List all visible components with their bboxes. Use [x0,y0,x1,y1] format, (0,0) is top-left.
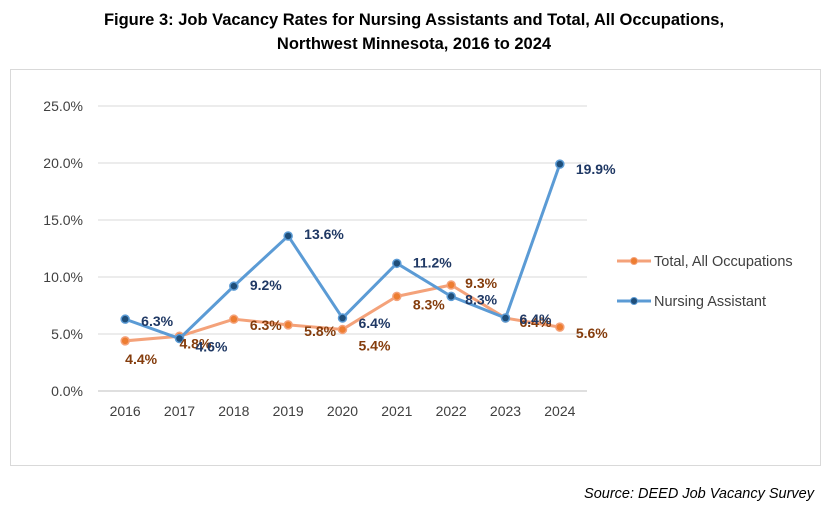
y-tick-label: 20.0% [43,155,83,171]
data-label: 5.8% [304,323,336,339]
figure-title-line-2: Northwest Minnesota, 2016 to 2024 [276,35,552,53]
data-label: 4.8% [180,335,212,351]
series-group [120,159,565,346]
data-point [392,291,402,302]
x-tick-label: 2021 [381,403,412,419]
gridlines [98,105,587,392]
x-tick-label: 2016 [110,403,141,419]
x-tick-label: 2019 [273,403,304,419]
data-label: 6.4% [359,315,391,331]
data-point [446,280,456,290]
legend-label: Nursing Assistant [654,294,766,310]
data-point [555,322,565,332]
y-tick-label: 5.0% [51,326,83,342]
y-tick-label: 10.0% [43,269,83,285]
data-label: 6.4% [520,311,552,327]
data-label: 8.3% [465,291,497,307]
data-label: 6.3% [250,317,282,333]
series-line [123,162,562,341]
data-label: 9.3% [465,275,497,291]
data-label: 4.6% [196,339,228,355]
legend-item: Nursing Assistant [617,294,766,310]
legend-swatch-marker [630,257,638,265]
data-label: 9.2% [250,277,282,293]
data-point [446,291,456,302]
x-tick-label: 2017 [164,403,195,419]
data-point [174,333,185,344]
x-tick-label: 2018 [218,403,249,419]
data-label: 19.9% [576,161,616,177]
y-axis-ticks: 0.0% 5.0% 10.0% 15.0% 20.0% 25.0% [43,98,83,399]
data-label: 4.4% [125,351,157,367]
legend-item: Total, All Occupations [617,254,793,270]
figure-title-line-1: Figure 3: Job Vacancy Rates for Nursing … [103,11,725,29]
x-tick-label: 2023 [490,403,521,419]
data-label: 6.3% [141,313,173,329]
data-label: 8.3% [413,296,445,312]
x-tick-label: 2020 [327,403,358,419]
legend-label: Total, All Occupations [654,254,793,270]
data-point [120,314,130,324]
legend: Total, All Occupations Nursing Assistant [617,254,793,310]
data-label: 11.2% [413,254,452,270]
data-point [392,258,402,269]
legend-swatch-marker [630,297,638,305]
data-labels-group: 4.4%4.8%6.3% 5.8%5.4%8.3%9.3%6.4%5.6%6.3%… [125,161,616,367]
data-label: 6.4% [520,314,552,330]
data-label: 5.6% [576,325,608,341]
y-tick-label: 15.0% [43,212,83,228]
data-point [555,159,565,169]
x-tick-label: 2022 [436,403,467,419]
data-point [120,336,130,346]
data-label: 13.6% [304,226,344,242]
data-point [337,313,348,323]
y-tick-label: 0.0% [51,383,83,399]
y-tick-label: 25.0% [43,98,83,114]
data-point [337,324,348,335]
data-point [229,314,239,324]
data-label: 5.4% [359,337,391,353]
figure-title: Figure 3: Job Vacancy Rates for Nursing … [0,8,828,56]
source-note: Source: DEED Job Vacancy Survey [584,486,814,502]
data-point [283,320,293,330]
chart-area: 0.0% 5.0% 10.0% 15.0% 20.0% 25.0% 2016 2017 201… [10,69,821,466]
data-point [229,281,239,291]
line-chart: 0.0%5.0%10.0%15.0%20.0%25.0% 2016 2017 201… [43,98,793,419]
x-axis-ticks: 2016 2017 2018 2019 2020 2021 2022 2023 2024 [110,403,576,419]
data-point [500,313,511,323]
x-tick-label: 2024 [544,403,575,419]
data-point [283,231,293,241]
